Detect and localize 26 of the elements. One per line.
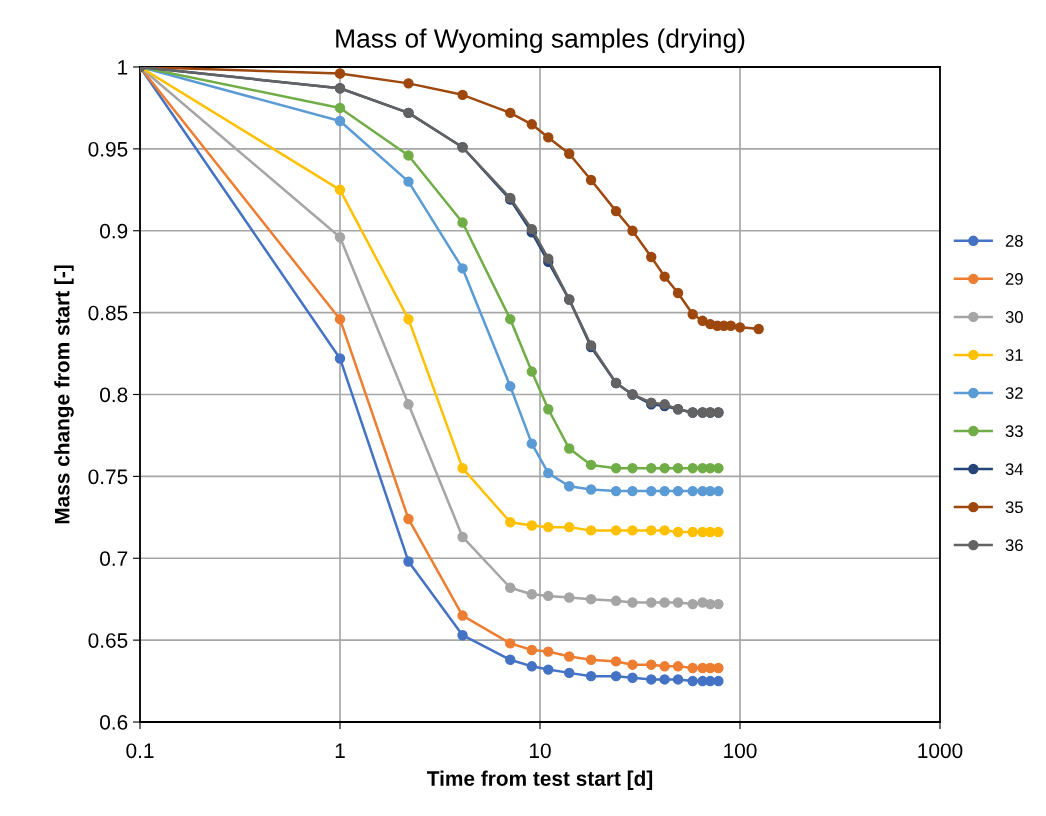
x-axis-title: Time from test start [d]: [426, 770, 653, 791]
y-tick-label: 0.85: [88, 305, 128, 321]
y-tick-label: 1: [118, 60, 128, 75]
legend-label: 31: [1005, 349, 1023, 361]
y-tick-label: 0.8: [100, 387, 128, 403]
x-tick-label: 0.1: [126, 743, 154, 759]
legend-label: 30: [1005, 311, 1023, 323]
legend-label: 34: [1005, 463, 1024, 476]
legend-label: 35: [1005, 501, 1023, 514]
y-tick-label: 0.9: [100, 223, 128, 239]
x-tick-label: 1000: [918, 743, 963, 759]
legend-label: 28: [1005, 235, 1023, 247]
x-tick-label: 1: [335, 743, 345, 758]
legend-label: 32: [1005, 387, 1023, 399]
y-tick-label: 0.95: [88, 141, 128, 157]
y-tick-label: 0.6: [100, 715, 128, 730]
y-tick-label: 0.75: [88, 469, 128, 485]
legend-label: 33: [1005, 425, 1023, 438]
y-axis-title: Mass change from start [-]: [54, 265, 74, 524]
y-tick-label: 0.65: [88, 633, 128, 648]
x-tick-label: 10: [530, 743, 551, 759]
y-tick-label: 0.7: [100, 551, 128, 566]
x-tick-label: 100: [724, 743, 757, 759]
legend-label: 36: [1005, 539, 1023, 552]
legend-label: 29: [1005, 273, 1023, 285]
chart-title: Mass of Wyoming samples (drying): [336, 28, 745, 54]
